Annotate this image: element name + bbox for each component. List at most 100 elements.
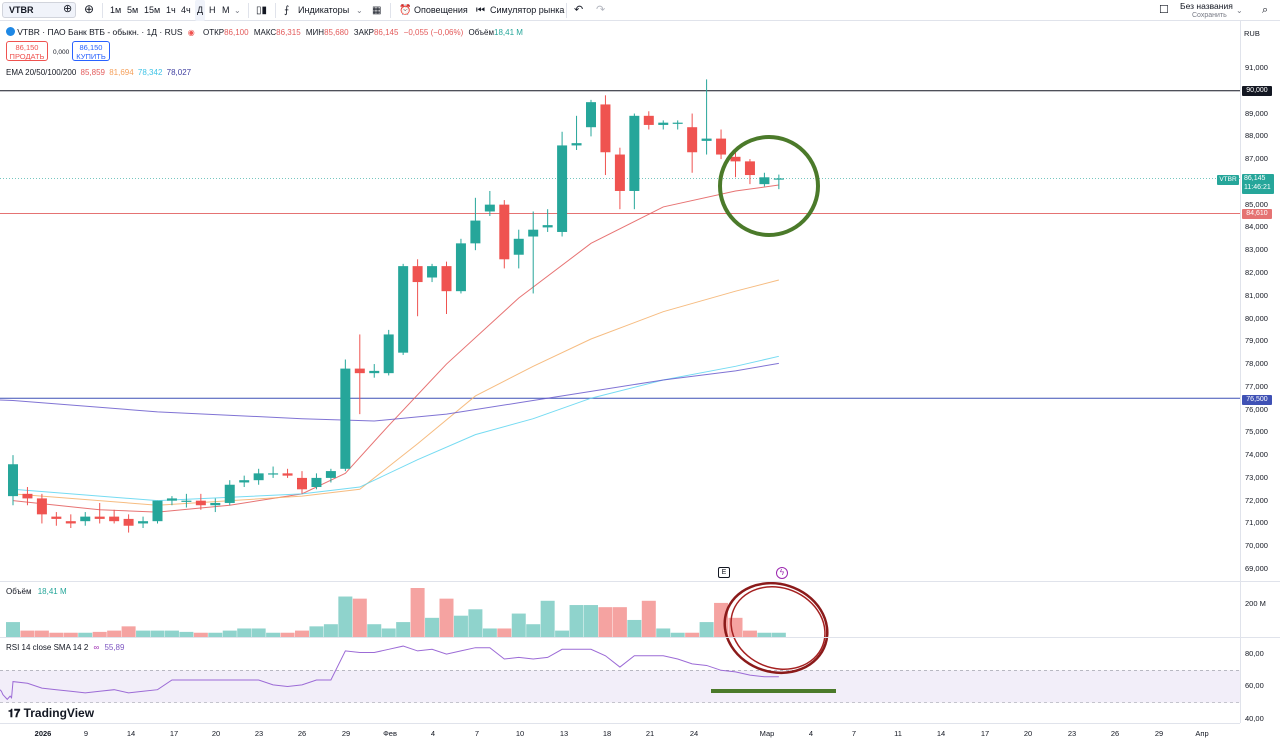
layout-name: Без названия (1180, 1, 1233, 11)
quick-search-icon[interactable]: ⌕ (1262, 4, 1269, 16)
time-tick-label: Апр (1195, 729, 1209, 738)
candle-body (36, 498, 47, 515)
tradingview-logo[interactable]: 𝟏𝟕 TradingView (8, 706, 94, 721)
candle-body (470, 220, 481, 244)
candle-body (614, 154, 625, 191)
candle-body (716, 138, 727, 155)
timeframe-1h[interactable]: 1ч (166, 5, 176, 15)
price-tick-label: 73,000 (1245, 472, 1268, 482)
level-84610-label: 84,610 (1242, 209, 1272, 219)
price-tick-label: 85,000 (1245, 199, 1268, 209)
timeframe-15m[interactable]: 15м (144, 5, 161, 15)
candle-type-icon[interactable]: ▯▮ (256, 5, 268, 16)
candle-body (643, 115, 654, 125)
volume-bar (34, 630, 49, 637)
volume-bar (439, 598, 454, 637)
indicators-icon[interactable]: ⨍ (284, 5, 290, 16)
candle-body (672, 122, 683, 124)
price-tick-label: 88,000 (1245, 131, 1268, 141)
candle-body (513, 238, 524, 255)
volume-bar (670, 632, 685, 637)
pane-divider[interactable] (0, 637, 1280, 638)
time-tick-label: 29 (1154, 729, 1164, 738)
tradingview-logo-icon: 𝟏𝟕 (8, 708, 21, 720)
ema-line (12, 355, 779, 502)
price-tick-label: 91,000 (1245, 63, 1268, 72)
symbol-search[interactable]: VTBR (2, 2, 76, 18)
time-tick-label: 14 (936, 729, 946, 738)
volume-bar (208, 632, 223, 637)
undo-icon[interactable]: ↶ (574, 4, 584, 16)
earnings-marker[interactable]: E (718, 567, 730, 578)
price-tick-label: 81,000 (1245, 290, 1268, 300)
volume-bar (497, 628, 512, 637)
candle-body (210, 502, 221, 506)
add-symbol-icon[interactable]: ⊕ (84, 2, 95, 16)
candle-body (65, 521, 76, 524)
layout-status: Сохранить (1192, 12, 1227, 19)
volume-bar (323, 624, 338, 637)
timeframe-month[interactable]: М (222, 5, 230, 15)
alert-icon[interactable]: ⏰ (399, 5, 412, 16)
templates-icon[interactable]: ▦ (372, 5, 382, 16)
sell-button[interactable]: 86,150 ПРОДАТЬ (6, 41, 48, 61)
time-tick-label: 21 (645, 729, 655, 738)
alerts-button[interactable]: Оповещения (414, 5, 468, 15)
candle-body (629, 115, 640, 191)
timeframe-4h[interactable]: 4ч (181, 5, 191, 15)
pane-divider[interactable] (0, 581, 1280, 582)
volume-bar (107, 630, 122, 637)
timeframe-1m[interactable]: 1м (110, 5, 122, 15)
volume-bar (92, 631, 107, 637)
market-closed-icon: ◉ (187, 28, 195, 37)
currency-label: RUB (1244, 29, 1260, 38)
replay-icon[interactable]: ⏮ (476, 5, 485, 16)
timeframe-day[interactable]: Д (195, 0, 206, 21)
layout-checkbox-icon[interactable]: ☐ (1159, 4, 1169, 16)
dividend-marker-icon[interactable]: ϟ (776, 567, 788, 579)
volume-bar (150, 630, 165, 637)
replay-button[interactable]: Симулятор рынка (490, 5, 565, 15)
candle-body (325, 471, 336, 478)
candle-body (224, 484, 235, 503)
volume-bar (742, 630, 757, 637)
volume-bar (266, 632, 281, 637)
indicators-button[interactable]: Индикаторы (298, 5, 350, 15)
candle-body (297, 477, 307, 490)
ema50-value: 81,694 (109, 68, 134, 77)
volume-bar (381, 628, 396, 637)
time-tick-label: 23 (1067, 729, 1077, 738)
candle-body (8, 464, 18, 497)
ema-line (12, 184, 779, 513)
time-axis[interactable]: 2026 9 14 17 20 23 26 29 Фев 4 7 10 13 18 21 24 Мар 4 7 11 1… (0, 723, 1240, 743)
chevron-down-icon[interactable]: ⌄ (1236, 6, 1243, 15)
candle-body (557, 145, 568, 232)
price-tick-label: 87,000 (1245, 154, 1268, 164)
add-compare-icon[interactable]: ⊕ (63, 3, 73, 15)
volume-bar (179, 631, 194, 637)
buy-button[interactable]: 86,150 КУПИТЬ (72, 41, 110, 61)
time-tick-label: 26 (297, 729, 307, 738)
timeframe-week[interactable]: Н (209, 5, 216, 15)
chevron-down-icon[interactable]: ⌄ (356, 6, 363, 15)
sell-price: 86,150 (15, 43, 39, 52)
timeframe-dropdown-icon[interactable]: ⌄ (234, 6, 241, 15)
candle-body (138, 521, 149, 524)
timeframe-5m[interactable]: 5м (127, 5, 139, 15)
volume-bar (136, 630, 151, 637)
candle-body (268, 473, 279, 475)
divider (102, 3, 103, 18)
price-axis[interactable]: 69,000 70,000 71,000 72,000 73,000 74,000 75,0… (1217, 21, 1280, 723)
volume-bar (222, 630, 237, 637)
redo-icon[interactable]: ↷ (596, 4, 606, 16)
volume-bar (685, 632, 700, 637)
price-tick-label: 82,000 (1245, 267, 1268, 277)
time-tick-label: 7 (851, 729, 857, 738)
price-tick-label: 70,000 (1245, 541, 1268, 551)
layout-name-block[interactable]: Без названия Сохранить (1180, 2, 1233, 23)
ema20-value: 85,859 (80, 68, 105, 77)
chart-canvas[interactable] (0, 0, 1240, 723)
price-tick-label: 89,000 (1245, 108, 1268, 118)
volume-bar (352, 598, 367, 637)
